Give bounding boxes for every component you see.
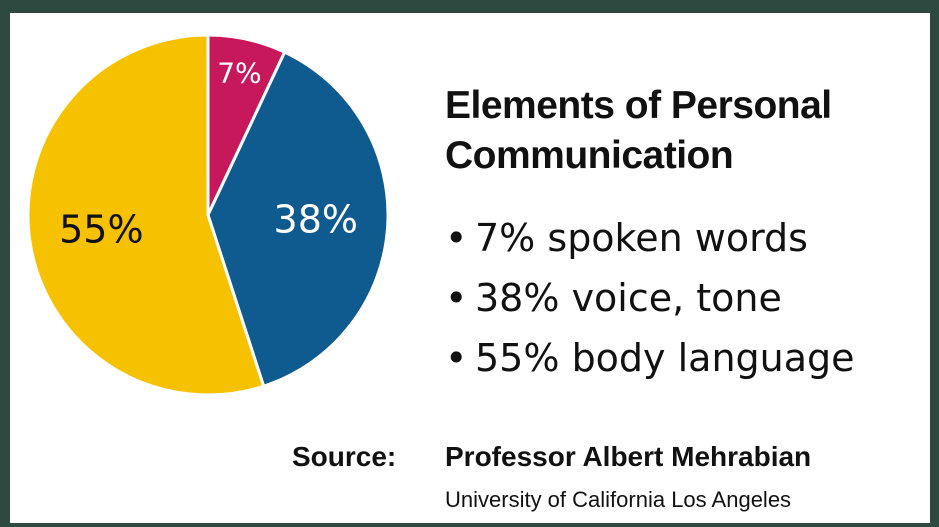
- legend-entry: • 55% body language: [445, 328, 855, 388]
- chart-title: Elements of Personal Communication: [445, 84, 832, 177]
- legend-value: 55%: [475, 336, 560, 380]
- legend-label: voice, tone: [571, 276, 782, 320]
- legend-entry: • 7% spoken words: [445, 208, 855, 268]
- legend-entry: • 38% voice, tone: [445, 268, 855, 328]
- pie-chart: 7% 38% 55%: [26, 33, 390, 397]
- data-label: 7%: [217, 56, 261, 89]
- source-label: Source:: [292, 441, 397, 472]
- source: Source: Professor Albert Mehrabian: [292, 441, 811, 473]
- pie-slice: [26, 33, 266, 397]
- data-label: 38%: [274, 197, 358, 241]
- legend-value: 7%: [475, 216, 536, 260]
- legend-value: 38%: [475, 276, 560, 320]
- pie-slice: [206, 50, 390, 389]
- bullet: •: [445, 276, 468, 320]
- data-label: 55%: [59, 207, 143, 251]
- legend-label: body language: [571, 336, 855, 380]
- bullet: •: [445, 216, 468, 260]
- source-name: Professor Albert Mehrabian: [445, 441, 812, 472]
- legend: • 7% spoken words • 38% voice, tone • 55% bod…: [445, 208, 855, 388]
- source-affiliation: University of California Los Angeles: [445, 487, 792, 512]
- chart-frame: 7% 38% 55% Elements of Personal Communicat…: [10, 13, 930, 523]
- bullet: •: [445, 336, 468, 380]
- legend-label: spoken words: [547, 216, 808, 260]
